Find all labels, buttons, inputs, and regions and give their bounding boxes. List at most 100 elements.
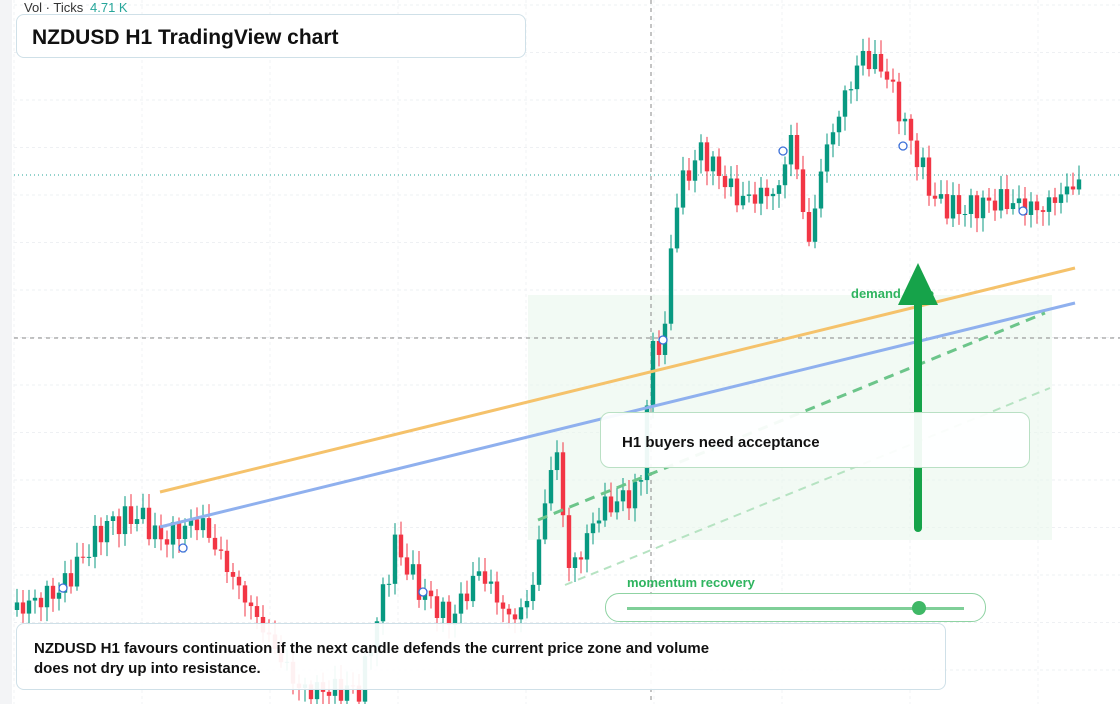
candle-body <box>56 592 62 599</box>
trend-line <box>159 266 1076 494</box>
candle-body <box>20 602 26 614</box>
candle-body <box>602 496 608 521</box>
candle-body <box>608 496 614 513</box>
candle-body <box>170 522 176 545</box>
event-marker <box>1018 206 1028 216</box>
candle-body <box>218 549 224 551</box>
event-marker <box>58 583 68 593</box>
candle-body <box>848 89 854 91</box>
candle-body <box>758 187 764 204</box>
candle-body <box>206 518 212 538</box>
candle-body <box>764 187 770 197</box>
candle-body <box>1058 194 1064 203</box>
candle-body <box>482 571 488 584</box>
callout: H1 buyers need acceptance <box>622 434 820 451</box>
candle-body <box>1016 198 1022 204</box>
candle-body <box>890 79 896 82</box>
candle-body <box>80 556 86 558</box>
event-marker <box>778 146 788 156</box>
slider-label: momentum recovery <box>627 575 756 590</box>
slider-knob[interactable] <box>912 601 926 615</box>
candle-body <box>554 452 560 471</box>
event-marker <box>178 543 188 553</box>
candle-body <box>242 585 248 603</box>
candle-body <box>1070 186 1076 190</box>
candle-body <box>818 171 824 209</box>
candle-body <box>896 81 902 122</box>
candle-body <box>146 507 152 540</box>
left-strip <box>0 0 12 704</box>
candle-body <box>98 525 104 543</box>
candle-body <box>788 134 794 165</box>
candle-body <box>998 189 1004 211</box>
candle-body <box>434 596 440 619</box>
candle-body <box>62 573 68 593</box>
candle-body <box>1034 201 1040 211</box>
candle-body <box>524 601 530 608</box>
candle-body <box>620 490 626 502</box>
candle-body <box>674 207 680 249</box>
candle-body <box>572 557 578 568</box>
slider-box <box>605 593 986 622</box>
candle-body <box>776 185 782 194</box>
candle-body <box>194 519 200 531</box>
candle-body <box>806 211 812 242</box>
candle-body <box>842 90 848 117</box>
candle-body <box>116 516 122 535</box>
candle-body <box>926 157 932 196</box>
candle-body <box>254 606 260 617</box>
indicator-label: Vol · Ticks <box>24 0 84 15</box>
candle-body <box>134 519 140 524</box>
candle-body <box>44 585 50 608</box>
candle-body <box>152 525 158 540</box>
candle-body <box>566 515 572 568</box>
candle-body <box>656 340 662 355</box>
candle-body <box>416 564 422 600</box>
note: NZDUSD H1 favours continuation if the ne… <box>34 640 710 677</box>
candle-body <box>128 506 134 524</box>
candle-body <box>224 550 230 573</box>
candle-body <box>386 583 392 585</box>
candle-body <box>740 195 746 206</box>
candle-body <box>854 65 860 90</box>
candle-body <box>908 118 914 141</box>
candle-body <box>410 564 416 575</box>
candle-body <box>812 208 818 242</box>
candle-body <box>1010 203 1016 210</box>
candle-body <box>800 169 806 212</box>
candle-body <box>140 507 146 520</box>
candle-body <box>230 572 236 577</box>
candle-body <box>632 481 638 509</box>
candle-body <box>158 525 164 540</box>
candle-body <box>1040 210 1046 212</box>
candle-body <box>446 601 452 625</box>
title: NZDUSD H1 TradingView chart <box>32 26 339 49</box>
candle-body <box>914 140 920 168</box>
candle-body <box>86 556 92 558</box>
candle-body <box>476 571 482 576</box>
candle-body <box>614 501 620 513</box>
candle-body <box>578 557 584 560</box>
slider-track <box>627 607 964 610</box>
candle-body <box>638 480 644 482</box>
candle-body <box>50 585 56 599</box>
candle-body <box>92 525 98 557</box>
candle-body <box>692 160 698 181</box>
candle-body <box>512 614 518 620</box>
event-marker <box>418 587 428 597</box>
candle-body <box>728 178 734 188</box>
candle-body <box>596 520 602 524</box>
candle-body <box>752 194 758 204</box>
candle-body <box>932 195 938 199</box>
candle-body <box>686 170 692 181</box>
candle-body <box>974 195 980 219</box>
candle-body <box>248 602 254 607</box>
candle-body <box>464 593 470 602</box>
candle-body <box>986 197 992 201</box>
event-marker <box>898 141 908 151</box>
candle-body <box>164 539 170 545</box>
candle-body <box>110 516 116 521</box>
candle-body <box>830 132 836 145</box>
candle-body <box>710 156 716 172</box>
candle-body <box>1004 189 1010 210</box>
